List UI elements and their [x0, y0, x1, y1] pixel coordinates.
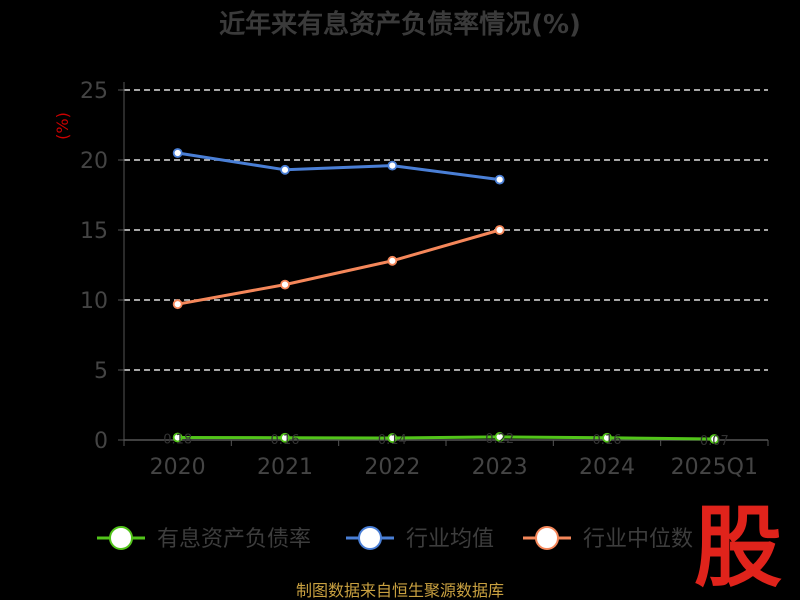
y-tick-label: 10 [80, 289, 108, 314]
data-point[interactable] [494, 174, 505, 185]
chart-title: 近年来有息资产负债率情况(%) [219, 9, 581, 40]
data-point[interactable] [709, 434, 720, 444]
x-tick-label: 2023 [472, 455, 528, 480]
legend-swatch-marker [535, 526, 559, 550]
y-tick-label: 5 [94, 359, 108, 384]
data-label: 0.22 [485, 432, 514, 447]
data-point[interactable] [387, 255, 398, 266]
series-group: 0.18 0.16 0.14 0.22 0.16 0.07 [163, 148, 729, 449]
legend-label: 有息资产负债率 [157, 527, 311, 552]
x-tick-label: 2024 [579, 455, 635, 480]
x-tick-label: 2025Q1 [671, 455, 758, 480]
data-label: 0.16 [271, 433, 300, 448]
x-tick-label: 2022 [364, 455, 420, 480]
data-label: 0.16 [593, 433, 622, 448]
legend-item[interactable]: 行业均值 [346, 526, 494, 552]
legend-swatch-marker [109, 526, 133, 550]
footer-source: 制图数据来自恒生聚源数据库 [296, 581, 504, 600]
brand-logo: 股 [694, 496, 782, 599]
data-label: 0.14 [378, 433, 407, 448]
data-point[interactable] [387, 160, 398, 171]
x-tick-label: 2020 [150, 455, 206, 480]
legend-item[interactable]: 行业中位数 [523, 526, 693, 552]
legend-swatch-marker [358, 526, 382, 550]
legend[interactable]: 有息资产负债率 行业均值 行业中位数 [97, 526, 693, 552]
legend-item[interactable]: 有息资产负债率 [97, 526, 311, 552]
y-tick-label: 0 [94, 429, 108, 454]
grid-lines [124, 89, 768, 371]
legend-label: 行业均值 [406, 527, 494, 552]
x-tick-labels: 2020 2021 2022 2023 2024 2025Q1 [150, 455, 758, 480]
data-label: 0.18 [163, 432, 192, 447]
data-point[interactable] [280, 432, 290, 443]
data-point[interactable] [280, 164, 290, 175]
series-line [177, 151, 500, 182]
data-point[interactable] [280, 279, 290, 290]
data-point[interactable] [387, 433, 398, 443]
data-point[interactable] [172, 148, 183, 158]
data-point[interactable] [494, 225, 505, 235]
data-label: 0.07 [700, 434, 729, 449]
data-point[interactable] [602, 432, 612, 443]
legend-label: 行业中位数 [583, 527, 693, 552]
series-line [177, 228, 501, 306]
x-tick-label: 2021 [257, 455, 313, 480]
series-line [177, 435, 715, 441]
data-point[interactable] [172, 299, 183, 310]
data-point[interactable] [172, 432, 183, 443]
y-tick-label: 15 [80, 219, 108, 244]
y-tick-labels: 0 5 10 15 20 25 [80, 79, 108, 454]
data-point[interactable] [494, 432, 505, 442]
y-tick-label: 25 [80, 79, 108, 104]
y-axis-label: (%) [53, 112, 72, 140]
y-tick-label: 20 [80, 149, 108, 174]
axes [118, 82, 769, 446]
